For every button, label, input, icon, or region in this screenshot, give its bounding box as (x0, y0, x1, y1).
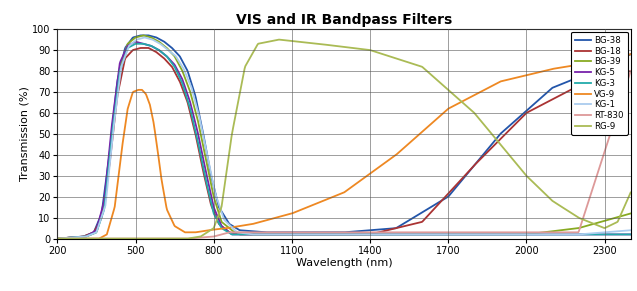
RT-830 (387, 230, 394, 234)
KG-1 (489, 233, 497, 236)
RG-9 (89, 237, 96, 240)
KG-5 (489, 233, 497, 236)
BG-38 (489, 141, 497, 145)
RT-830 (54, 237, 61, 240)
RG-9 (275, 38, 283, 41)
KG-3 (627, 233, 634, 236)
X-axis label: Wavelength (nm): Wavelength (nm) (296, 258, 392, 268)
RT-830 (419, 230, 426, 234)
BG-39 (419, 233, 427, 236)
RG-9 (627, 191, 634, 194)
Line: KG-5: KG-5 (57, 42, 631, 239)
BG-39 (140, 34, 147, 37)
RT-830 (627, 69, 634, 73)
BG-18 (54, 237, 61, 240)
BG-39 (402, 233, 410, 236)
BG-38 (387, 227, 395, 230)
RT-830 (401, 230, 409, 234)
BG-38 (89, 231, 96, 235)
BG-38 (54, 237, 61, 240)
KG-3 (548, 233, 555, 236)
BG-39 (54, 237, 61, 240)
KG-3 (489, 233, 497, 236)
BG-18 (627, 69, 634, 73)
BG-18 (548, 98, 555, 102)
KG-5 (548, 233, 555, 236)
VG-9 (387, 157, 394, 161)
KG-3 (419, 233, 427, 236)
KG-5 (419, 233, 427, 236)
Line: RG-9: RG-9 (57, 40, 631, 239)
Line: VG-9: VG-9 (57, 54, 631, 239)
KG-5 (402, 233, 410, 236)
RG-9 (489, 134, 497, 137)
BG-39 (387, 233, 395, 236)
KG-1 (387, 233, 395, 236)
VG-9 (401, 145, 409, 148)
BG-18 (138, 46, 145, 50)
Line: KG-1: KG-1 (57, 38, 631, 239)
Line: BG-18: BG-18 (57, 48, 631, 239)
KG-1 (141, 36, 148, 39)
RG-9 (402, 60, 410, 63)
BG-18 (89, 231, 96, 235)
BG-38 (138, 34, 145, 37)
RG-9 (54, 237, 61, 240)
VG-9 (627, 52, 634, 56)
Y-axis label: Transmission (%): Transmission (%) (19, 86, 29, 181)
KG-5 (132, 40, 140, 43)
BG-18 (489, 145, 497, 148)
RT-830 (547, 230, 555, 234)
VG-9 (89, 237, 96, 240)
KG-1 (89, 232, 96, 236)
VG-9 (547, 68, 555, 71)
KG-3 (387, 233, 395, 236)
Line: BG-39: BG-39 (57, 36, 631, 239)
RT-830 (89, 237, 96, 240)
KG-3 (54, 237, 61, 240)
VG-9 (489, 84, 496, 88)
BG-18 (419, 219, 427, 222)
RT-830 (489, 230, 496, 234)
RG-9 (387, 55, 395, 58)
KG-5 (89, 231, 96, 234)
KG-3 (402, 233, 410, 236)
KG-5 (387, 233, 395, 236)
Line: BG-38: BG-38 (57, 36, 631, 239)
RG-9 (419, 66, 427, 70)
KG-1 (419, 233, 427, 236)
KG-1 (402, 233, 410, 236)
Line: KG-3: KG-3 (57, 44, 631, 239)
KG-1 (54, 237, 61, 240)
BG-18 (402, 224, 410, 228)
BG-39 (89, 232, 96, 236)
KG-3 (132, 42, 140, 45)
KG-5 (627, 233, 634, 236)
KG-3 (89, 232, 96, 236)
BG-39 (489, 233, 497, 236)
VG-9 (419, 130, 426, 133)
KG-1 (627, 228, 634, 232)
KG-1 (548, 233, 555, 236)
Line: RT-830: RT-830 (57, 71, 631, 239)
BG-38 (548, 87, 555, 90)
BG-18 (387, 228, 395, 231)
BG-38 (419, 210, 427, 214)
BG-39 (548, 230, 555, 233)
Title: VIS and IR Bandpass Filters: VIS and IR Bandpass Filters (236, 13, 452, 26)
BG-38 (402, 220, 410, 224)
BG-38 (627, 52, 634, 56)
BG-39 (627, 212, 634, 215)
RG-9 (548, 198, 555, 202)
VG-9 (54, 237, 61, 240)
KG-5 (54, 237, 61, 240)
Legend: BG-38, BG-18, BG-39, KG-5, KG-3, VG-9, KG-1, RT-830, RG-9: BG-38, BG-18, BG-39, KG-5, KG-3, VG-9, K… (571, 32, 628, 135)
